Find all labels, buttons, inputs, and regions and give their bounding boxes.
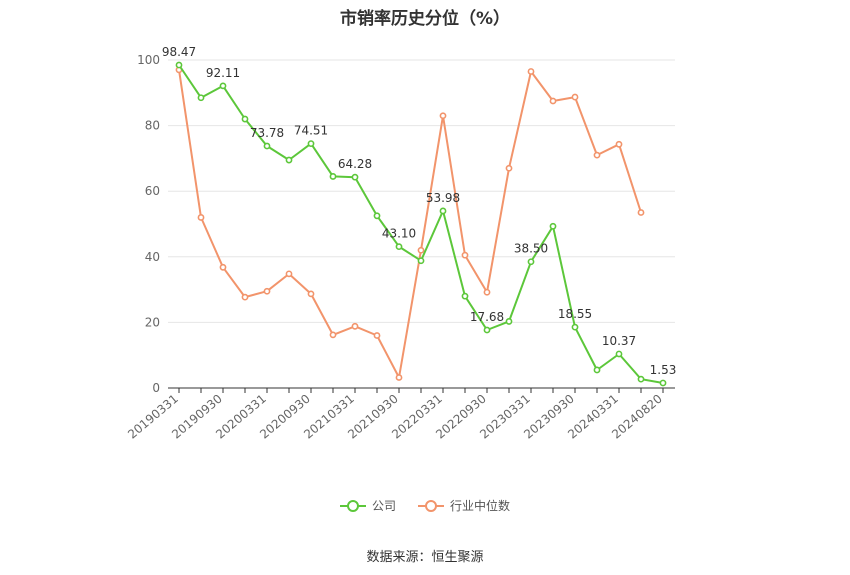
data-point	[615, 350, 623, 358]
data-point	[527, 258, 535, 266]
data-point	[417, 246, 425, 254]
legend-swatch-company	[339, 499, 366, 513]
data-point	[659, 379, 667, 387]
data-point	[483, 288, 491, 296]
legend-label-company: 公司	[371, 499, 396, 513]
data-point	[307, 290, 315, 298]
data-point	[571, 93, 579, 101]
data-point	[637, 209, 645, 216]
data-point	[285, 270, 293, 278]
data-point	[175, 61, 183, 69]
data-label: 64.28	[338, 157, 372, 171]
data-point	[219, 263, 227, 271]
data-point	[395, 374, 403, 381]
data-label: 92.11	[206, 66, 240, 80]
data-point	[373, 332, 381, 339]
legend-label-industry: 行业中位数	[450, 499, 511, 513]
data-point	[329, 331, 337, 339]
data-point	[461, 292, 469, 300]
y-tick-label: 100	[137, 53, 160, 67]
data-point	[527, 68, 535, 75]
data-point	[593, 366, 601, 374]
data-point	[285, 156, 293, 164]
chart-title: 市销率历史分位（%）	[339, 9, 511, 29]
y-tick-label: 20	[145, 315, 160, 329]
data-point	[197, 94, 205, 102]
data-point	[615, 140, 623, 148]
data-point	[505, 164, 513, 172]
data-point	[351, 322, 359, 330]
data-source: 数据来源：恒生聚源	[366, 550, 484, 565]
y-tick-label: 80	[145, 119, 160, 133]
y-tick-label: 40	[145, 250, 160, 264]
data-label: 10.37	[602, 334, 636, 348]
data-point	[461, 251, 469, 259]
data-label: 73.78	[250, 126, 284, 140]
data-point	[307, 140, 315, 148]
data-label: 74.51	[294, 124, 328, 138]
legend-swatch-industry	[418, 499, 444, 513]
data-point	[439, 207, 447, 215]
legend-item-company[interactable]: 公司	[339, 497, 396, 514]
legend: 公司 行业中位数	[0, 497, 850, 514]
y-tick-label: 0	[152, 381, 160, 395]
data-label: 18.55	[558, 307, 592, 321]
data-label: 38.50	[514, 242, 548, 256]
data-point	[571, 323, 579, 331]
data-point	[593, 151, 601, 159]
data-point	[439, 112, 447, 120]
data-point	[329, 173, 337, 180]
data-point	[351, 173, 359, 181]
series-line	[178, 64, 664, 384]
data-point	[505, 318, 513, 325]
data-point	[637, 375, 645, 383]
data-point	[263, 142, 271, 150]
data-point	[549, 97, 557, 105]
data-point	[417, 257, 425, 265]
y-tick-label: 60	[145, 184, 160, 198]
data-point	[549, 222, 557, 230]
data-label: 53.98	[426, 191, 460, 205]
data-point	[241, 115, 249, 123]
data-point	[395, 243, 403, 251]
data-point	[373, 212, 381, 220]
data-point	[483, 326, 491, 334]
data-point	[197, 214, 205, 221]
data-label: 1.53	[650, 363, 677, 377]
data-point	[263, 287, 271, 295]
series-line	[178, 69, 642, 379]
data-label: 17.68	[470, 310, 504, 324]
data-label: 98.47	[162, 45, 196, 59]
legend-item-industry[interactable]: 行业中位数	[418, 497, 510, 514]
data-point	[241, 293, 249, 301]
data-point	[219, 82, 227, 90]
data-label: 43.10	[382, 227, 416, 241]
